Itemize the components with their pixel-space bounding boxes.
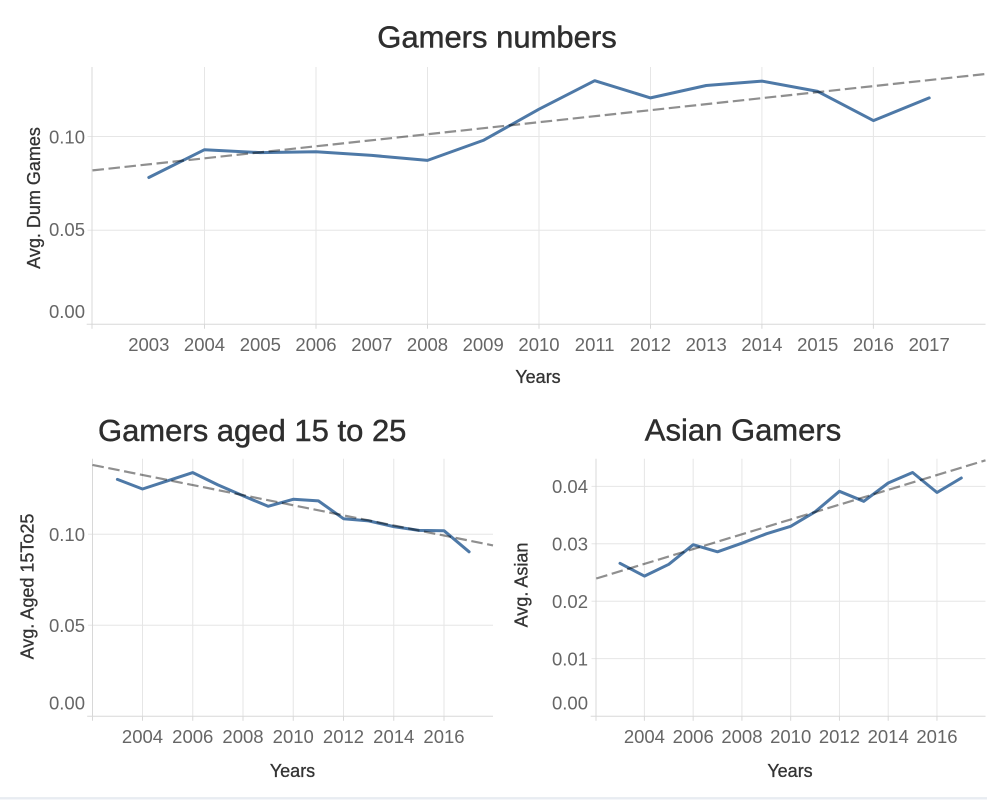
svg-text:0.04: 0.04 — [552, 476, 588, 497]
svg-text:2010: 2010 — [273, 726, 314, 747]
svg-text:0.10: 0.10 — [49, 127, 85, 148]
svg-text:Avg. Aged 15To25: Avg. Aged 15To25 — [18, 514, 38, 660]
svg-text:2006: 2006 — [673, 726, 714, 747]
svg-text:0.10: 0.10 — [49, 524, 85, 545]
svg-text:0.00: 0.00 — [49, 301, 85, 322]
svg-text:2014: 2014 — [373, 726, 414, 747]
svg-text:2006: 2006 — [295, 334, 336, 355]
svg-text:2016: 2016 — [916, 726, 957, 747]
svg-text:Gamers aged 15 to 25: Gamers aged 15 to 25 — [98, 413, 406, 448]
svg-text:Avg. Dum Games: Avg. Dum Games — [24, 127, 44, 269]
svg-text:2010: 2010 — [770, 726, 811, 747]
svg-text:2012: 2012 — [630, 334, 671, 355]
svg-text:2016: 2016 — [423, 726, 464, 747]
svg-text:Years: Years — [270, 761, 315, 781]
svg-text:2008: 2008 — [407, 334, 448, 355]
svg-text:Years: Years — [515, 367, 560, 387]
svg-text:2015: 2015 — [797, 334, 838, 355]
svg-text:Years: Years — [767, 761, 812, 781]
svg-text:0.01: 0.01 — [552, 648, 588, 669]
svg-text:0.05: 0.05 — [49, 615, 85, 636]
svg-text:2008: 2008 — [721, 726, 762, 747]
svg-text:0.00: 0.00 — [49, 693, 85, 714]
svg-text:2012: 2012 — [323, 726, 364, 747]
svg-text:0.03: 0.03 — [552, 534, 588, 555]
svg-text:2008: 2008 — [222, 726, 263, 747]
svg-text:2006: 2006 — [172, 726, 213, 747]
svg-text:2005: 2005 — [240, 334, 281, 355]
svg-text:2013: 2013 — [686, 334, 727, 355]
svg-text:Avg. Asian: Avg. Asian — [512, 543, 532, 628]
svg-text:0.02: 0.02 — [552, 591, 588, 612]
svg-text:2003: 2003 — [128, 334, 169, 355]
svg-text:2014: 2014 — [741, 334, 782, 355]
svg-text:2014: 2014 — [868, 726, 909, 747]
svg-text:2004: 2004 — [624, 726, 665, 747]
svg-text:Asian Gamers: Asian Gamers — [645, 413, 841, 448]
svg-text:0.00: 0.00 — [552, 693, 588, 714]
svg-text:2011: 2011 — [575, 334, 615, 355]
svg-text:0.05: 0.05 — [49, 219, 85, 240]
svg-text:2010: 2010 — [518, 334, 559, 355]
svg-text:Gamers numbers: Gamers numbers — [377, 19, 616, 54]
svg-text:2012: 2012 — [819, 726, 860, 747]
svg-text:2004: 2004 — [122, 726, 163, 747]
svg-text:2016: 2016 — [853, 334, 894, 355]
svg-text:2009: 2009 — [463, 334, 504, 355]
svg-text:2007: 2007 — [351, 334, 392, 355]
svg-text:2004: 2004 — [184, 334, 225, 355]
svg-text:2017: 2017 — [909, 334, 950, 355]
